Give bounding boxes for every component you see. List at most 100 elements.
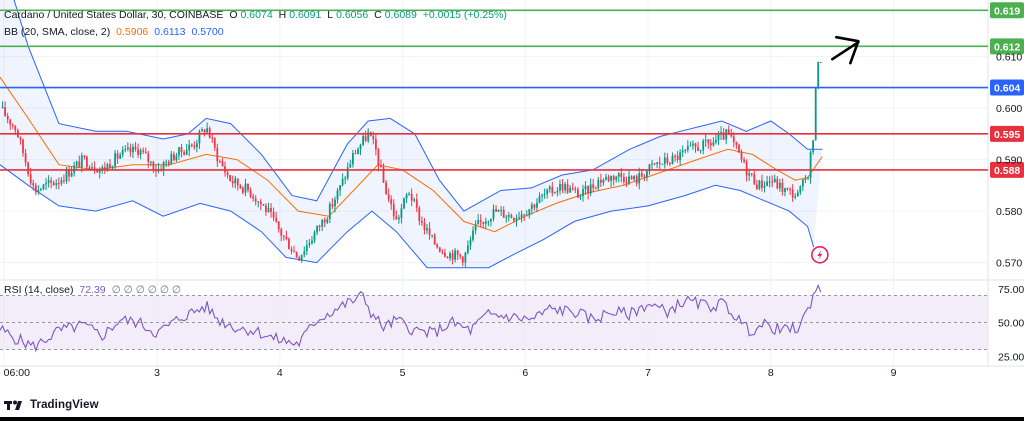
candle-body[interactable] xyxy=(761,180,763,188)
candle-body[interactable] xyxy=(490,218,492,222)
candle-body[interactable] xyxy=(666,157,669,163)
candle-body[interactable] xyxy=(19,137,22,140)
candle-body[interactable] xyxy=(433,235,436,245)
candle-body[interactable] xyxy=(9,119,12,125)
candle-body[interactable] xyxy=(277,221,280,230)
candle-body[interactable] xyxy=(88,167,91,169)
rsi-label[interactable]: RSI (14, close) xyxy=(4,284,74,296)
candle-body[interactable] xyxy=(709,143,712,146)
candle-body[interactable] xyxy=(142,150,145,152)
candle-body[interactable] xyxy=(321,219,324,227)
candle-body[interactable] xyxy=(293,251,295,253)
candle-body[interactable] xyxy=(431,235,433,237)
candle-body[interactable] xyxy=(648,164,651,172)
candle-body[interactable] xyxy=(592,184,595,188)
candle-body[interactable] xyxy=(398,217,400,220)
candle-body[interactable] xyxy=(219,161,221,163)
candle-body[interactable] xyxy=(259,201,262,205)
candle-body[interactable] xyxy=(203,129,206,133)
symbol-title[interactable]: Cardano / United States Dollar, 30, COIN… xyxy=(4,9,224,21)
candle-body[interactable] xyxy=(188,144,191,151)
candle-body[interactable] xyxy=(55,183,58,185)
candle-body[interactable] xyxy=(37,190,40,193)
candle-body[interactable] xyxy=(147,153,150,163)
candle-body[interactable] xyxy=(308,243,311,246)
candle-body[interactable] xyxy=(68,170,70,177)
candle-body[interactable] xyxy=(173,154,175,161)
candle-body[interactable] xyxy=(183,152,185,155)
candle-body[interactable] xyxy=(1,107,4,109)
candle-body[interactable] xyxy=(165,161,168,163)
candle-body[interactable] xyxy=(686,146,689,150)
candle-body[interactable] xyxy=(239,185,242,188)
candle-body[interactable] xyxy=(520,214,523,218)
candle-body[interactable] xyxy=(653,163,656,165)
candle-body[interactable] xyxy=(646,171,648,178)
candle-body[interactable] xyxy=(226,172,229,176)
candle-body[interactable] xyxy=(421,221,423,223)
candle-body[interactable] xyxy=(451,253,454,260)
candle-body[interactable] xyxy=(663,157,666,164)
candle-body[interactable] xyxy=(597,179,600,188)
candle-body[interactable] xyxy=(377,149,380,166)
candle-body[interactable] xyxy=(763,185,766,188)
candle-body[interactable] xyxy=(426,228,428,231)
candle-body[interactable] xyxy=(469,239,472,246)
candle-body[interactable] xyxy=(288,239,290,250)
candle-body[interactable] xyxy=(459,254,462,257)
candle-body[interactable] xyxy=(252,196,254,199)
candle-body[interactable] xyxy=(70,172,73,177)
candle-body[interactable] xyxy=(625,181,628,184)
candle-body[interactable] xyxy=(449,253,451,259)
candle-body[interactable] xyxy=(254,198,257,202)
candle-body[interactable] xyxy=(738,144,740,153)
candle-body[interactable] xyxy=(231,181,234,184)
candle-body[interactable] xyxy=(748,173,751,176)
candle-body[interactable] xyxy=(139,150,142,155)
candle-body[interactable] xyxy=(656,162,658,164)
candle-body[interactable] xyxy=(628,176,630,184)
candle-body[interactable] xyxy=(280,229,283,236)
candle-body[interactable] xyxy=(707,139,710,144)
candle-body[interactable] xyxy=(715,140,717,143)
candle-body[interactable] xyxy=(201,129,203,132)
candle-body[interactable] xyxy=(272,211,275,218)
candle-body[interactable] xyxy=(569,188,572,193)
candle-body[interactable] xyxy=(300,254,303,261)
candle-body[interactable] xyxy=(497,210,500,212)
candle-body[interactable] xyxy=(807,177,809,179)
candle-body[interactable] xyxy=(492,209,495,219)
candle-body[interactable] xyxy=(479,220,482,222)
candle-body[interactable] xyxy=(52,182,55,185)
candle-body[interactable] xyxy=(776,178,779,189)
candle-body[interactable] xyxy=(132,146,134,153)
candle-body[interactable] xyxy=(712,142,715,146)
candle-body[interactable] xyxy=(819,62,822,63)
candle-body[interactable] xyxy=(109,164,111,169)
candle-body[interactable] xyxy=(101,167,104,170)
candle-body[interactable] xyxy=(658,162,661,164)
candle-body[interactable] xyxy=(781,182,784,192)
candle-body[interactable] xyxy=(413,199,416,201)
candle-body[interactable] xyxy=(137,149,139,155)
candle-body[interactable] xyxy=(697,147,699,151)
candle-body[interactable] xyxy=(612,176,615,180)
candle-body[interactable] xyxy=(405,194,408,199)
candle-body[interactable] xyxy=(134,146,137,150)
candle-body[interactable] xyxy=(111,166,114,169)
candle-body[interactable] xyxy=(262,204,265,206)
candle-body[interactable] xyxy=(180,147,183,153)
candle-body[interactable] xyxy=(779,182,781,189)
candle-body[interactable] xyxy=(282,235,285,237)
candle-body[interactable] xyxy=(392,204,395,217)
candle-body[interactable] xyxy=(758,180,761,189)
candle-body[interactable] xyxy=(247,183,249,190)
candle-body[interactable] xyxy=(538,196,541,203)
candle-body[interactable] xyxy=(551,186,554,194)
candle-body[interactable] xyxy=(22,139,24,154)
candle-body[interactable] xyxy=(802,179,804,187)
candle-body[interactable] xyxy=(387,194,390,200)
candle-body[interactable] xyxy=(536,202,538,208)
candle-body[interactable] xyxy=(354,153,357,155)
